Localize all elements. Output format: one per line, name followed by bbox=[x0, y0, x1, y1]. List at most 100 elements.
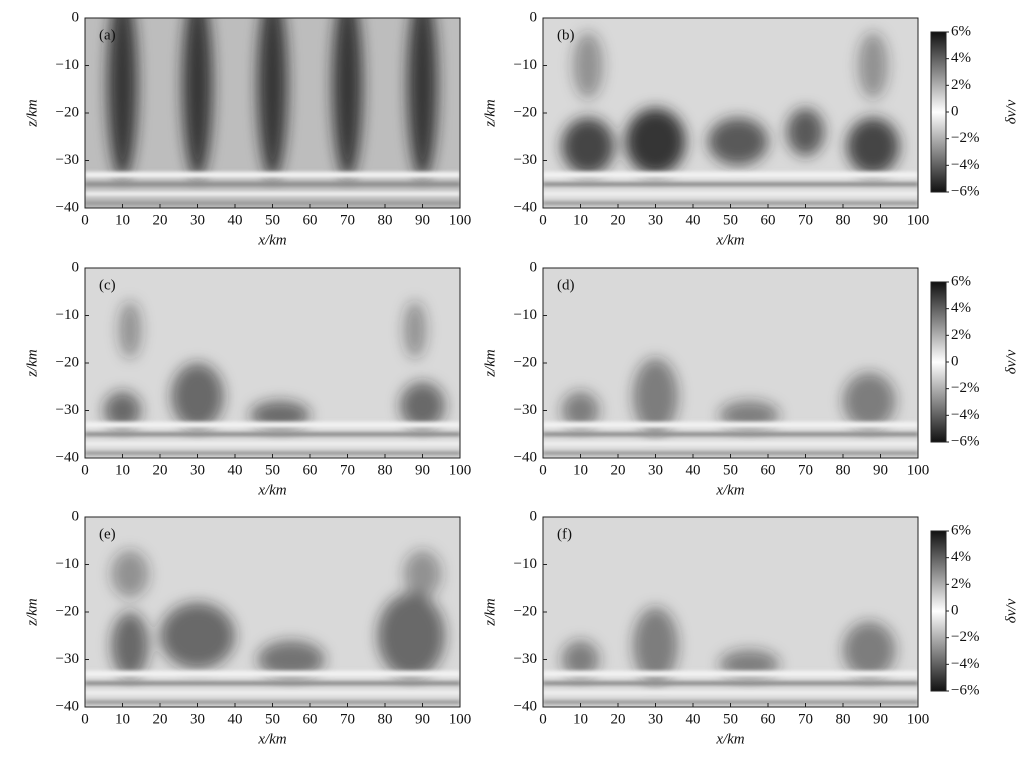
field bbox=[85, 517, 460, 707]
y-tick-label: −20 bbox=[56, 354, 79, 370]
x-tick-label: 90 bbox=[415, 212, 430, 228]
x-tick-label: 90 bbox=[415, 462, 430, 478]
x-tick-label: 70 bbox=[340, 711, 355, 727]
colorbar bbox=[930, 31, 947, 193]
y-tick-label: −30 bbox=[514, 152, 537, 168]
x-tick-label: 60 bbox=[761, 212, 776, 228]
x-axis-label: x/km bbox=[257, 731, 286, 747]
x-tick-label: 20 bbox=[153, 711, 168, 727]
layer-bands bbox=[543, 670, 918, 705]
x-tick-label: 60 bbox=[761, 711, 776, 727]
colorbar bbox=[930, 281, 947, 443]
layer-bands bbox=[85, 421, 460, 456]
anomaly bbox=[843, 621, 896, 679]
anomaly bbox=[332, 18, 363, 180]
x-tick-label: 0 bbox=[539, 462, 547, 478]
panel: (b) 0 10 20 30 40 50 60 70 80 90 100 0 −10 −20 −30 −40 x/… bbox=[482, 9, 1019, 248]
layer-bands bbox=[85, 171, 460, 206]
x-tick-label: 20 bbox=[611, 462, 626, 478]
anomaly bbox=[107, 18, 138, 180]
x-tick-label: 50 bbox=[723, 212, 738, 228]
x-axis-label: x/km bbox=[257, 482, 286, 498]
field bbox=[85, 268, 460, 458]
x-axis-label: x/km bbox=[715, 731, 744, 747]
field bbox=[543, 517, 918, 707]
x-tick-label: 50 bbox=[265, 462, 280, 478]
anomaly bbox=[403, 550, 442, 598]
anomaly bbox=[111, 550, 149, 598]
field-shade bbox=[107, 18, 438, 180]
colorbar-label: δv/v bbox=[1003, 99, 1019, 124]
anomaly bbox=[858, 32, 888, 99]
x-tick-label: 30 bbox=[190, 212, 205, 228]
colorbar-tick-label: 4% bbox=[951, 300, 971, 316]
x-tick-label: 20 bbox=[153, 462, 168, 478]
x-tick-label: 20 bbox=[611, 711, 626, 727]
x-tick-label: 100 bbox=[907, 462, 930, 478]
x-tick-label: 0 bbox=[81, 711, 89, 727]
anomaly bbox=[843, 372, 896, 430]
layer-band bbox=[543, 201, 918, 206]
x-tick-label: 90 bbox=[873, 462, 888, 478]
colorbar-tick-label: 6% bbox=[951, 23, 971, 39]
field bbox=[543, 268, 918, 458]
colorbar-tick-label: −6% bbox=[951, 682, 979, 698]
x-tick-label: 50 bbox=[723, 711, 738, 727]
field-background bbox=[543, 268, 918, 458]
layer-band bbox=[543, 681, 918, 686]
colorbar-tick-label: −6% bbox=[951, 183, 979, 199]
field-shade bbox=[111, 550, 445, 679]
colorbar-label: δv/v bbox=[1003, 598, 1019, 623]
y-tick-label: −40 bbox=[56, 449, 79, 465]
layer-band bbox=[543, 690, 918, 696]
x-tick-label: 40 bbox=[228, 711, 243, 727]
anomaly bbox=[633, 607, 678, 684]
panel-label: (b) bbox=[557, 27, 575, 43]
anomaly bbox=[111, 612, 149, 679]
colorbar-tick-label: 0 bbox=[951, 103, 959, 119]
y-tick-label: −30 bbox=[56, 152, 79, 168]
y-tick-label: −40 bbox=[56, 199, 79, 215]
layer-band bbox=[85, 421, 460, 428]
layer-band bbox=[543, 441, 918, 447]
x-tick-label: 70 bbox=[798, 212, 813, 228]
colorbar-tick-label: 6% bbox=[951, 273, 971, 289]
y-tick-label: −10 bbox=[56, 307, 79, 323]
colorbar-tick-label: 0 bbox=[951, 602, 959, 618]
anomaly bbox=[377, 593, 445, 679]
y-tick-label: −10 bbox=[56, 556, 79, 572]
colorbar-label: δv/v bbox=[1003, 349, 1019, 374]
layer-band bbox=[543, 421, 918, 428]
x-tick-label: 90 bbox=[873, 212, 888, 228]
x-tick-label: 10 bbox=[573, 711, 588, 727]
x-tick-label: 80 bbox=[836, 212, 851, 228]
x-tick-label: 70 bbox=[798, 711, 813, 727]
y-tick-label: −40 bbox=[514, 199, 537, 215]
x-tick-label: 10 bbox=[573, 212, 588, 228]
y-axis-label: z/km bbox=[482, 99, 498, 128]
anomaly bbox=[708, 117, 768, 166]
anomaly bbox=[400, 382, 445, 430]
layer-band bbox=[85, 182, 460, 187]
y-tick-label: 0 bbox=[530, 9, 538, 25]
layer-bands bbox=[543, 421, 918, 456]
x-tick-label: 100 bbox=[449, 462, 472, 478]
x-tick-label: 40 bbox=[686, 711, 701, 727]
field-background bbox=[85, 268, 460, 458]
x-tick-label: 30 bbox=[648, 212, 663, 228]
x-tick-label: 40 bbox=[686, 212, 701, 228]
layer-band bbox=[543, 700, 918, 705]
colorbar-tick-label: −4% bbox=[951, 407, 979, 423]
anomaly bbox=[257, 18, 288, 180]
y-tick-label: −30 bbox=[56, 651, 79, 667]
panel: (d) 0 10 20 30 40 50 60 70 80 90 100 0 −10 −20 −30 −40 x/… bbox=[482, 259, 1019, 498]
x-tick-label: 40 bbox=[228, 212, 243, 228]
panel: (a) 0 10 20 30 40 50 60 70 80 90 100 0 −10 −20 −30 −40 x/… bbox=[24, 9, 472, 248]
y-tick-label: 0 bbox=[530, 259, 538, 275]
x-tick-label: 10 bbox=[115, 212, 130, 228]
layer-band bbox=[85, 670, 460, 677]
layer-band bbox=[85, 451, 460, 456]
x-tick-label: 100 bbox=[449, 212, 472, 228]
x-tick-label: 10 bbox=[115, 462, 130, 478]
y-tick-label: −20 bbox=[56, 603, 79, 619]
